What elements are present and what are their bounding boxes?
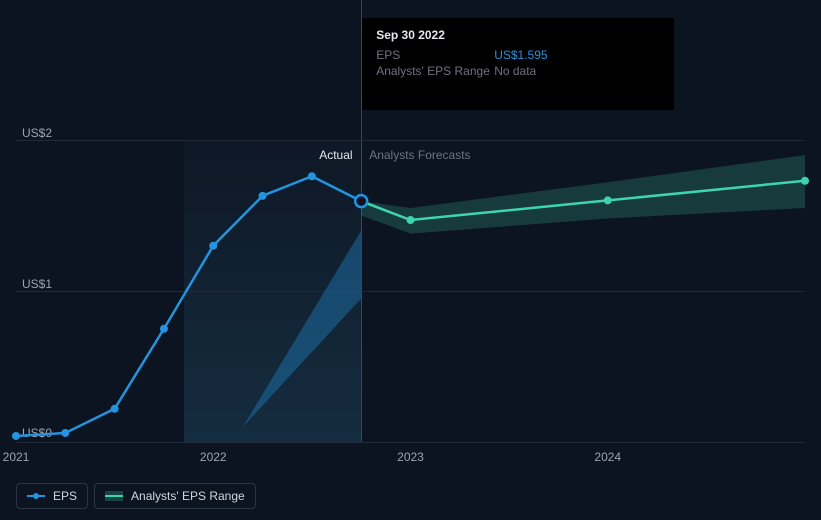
hover-marker [355,195,367,207]
legend: EPS Analysts' EPS Range [16,483,256,509]
tooltip-val-eps: US$1.595 [494,48,547,62]
plot-area[interactable]: US$2 US$1 US$0 2021 2022 2023 2024 Actua… [16,140,805,442]
xtick-label-2021: 2021 [3,450,30,464]
legend-item-range[interactable]: Analysts' EPS Range [94,483,256,509]
tooltip-row-range: Analysts' EPS Range No data [376,64,660,78]
legend-item-eps[interactable]: EPS [16,483,88,509]
range-swatch-icon [105,491,123,501]
xtick-label-2024: 2024 [594,450,621,464]
tooltip-date: Sep 30 2022 [376,28,660,42]
tooltip-key-eps: EPS [376,48,494,62]
xtick-label-2022: 2022 [200,450,227,464]
tooltip-key-range: Analysts' EPS Range [376,64,494,78]
chart-svg [16,140,805,442]
hover-tooltip: Sep 30 2022 EPS US$1.595 Analysts' EPS R… [362,18,674,110]
actual-range-fill [243,231,361,427]
forecast-range-fill [361,155,805,234]
gridline-y0 [16,442,805,443]
eps-swatch-icon [27,492,45,500]
xtick-label-2023: 2023 [397,450,424,464]
tooltip-row-eps: EPS US$1.595 [376,48,660,62]
tooltip-val-range: No data [494,64,536,78]
actual-line [12,172,365,440]
ytick-label-2: US$2 [22,126,52,140]
legend-label-eps: EPS [53,489,77,503]
eps-forecast-chart[interactable]: US$2 US$1 US$0 2021 2022 2023 2024 Actua… [16,0,805,470]
legend-label-range: Analysts' EPS Range [131,489,245,503]
